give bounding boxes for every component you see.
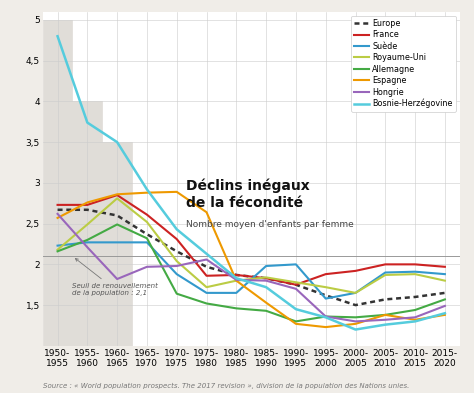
Text: Source : « World population prospects. The 2017 revision », division de la popul: Source : « World population prospects. T… bbox=[43, 383, 409, 389]
Text: Seuil de renouvellement
de la population : 2,1: Seuil de renouvellement de la population… bbox=[73, 259, 158, 296]
Text: Nombre moyen d'enfants par femme: Nombre moyen d'enfants par femme bbox=[186, 220, 354, 229]
Legend: Europe, France, Suède, Royaume-Uni, Allemagne, Espagne, Hongrie, Bosnie-Herzégov: Europe, France, Suède, Royaume-Uni, Alle… bbox=[351, 16, 456, 112]
Bar bbox=[102, 142, 132, 346]
Bar bbox=[73, 101, 102, 346]
Bar bbox=[43, 20, 73, 346]
Text: Déclins inégaux
de la fécondité: Déclins inégaux de la fécondité bbox=[186, 179, 310, 209]
